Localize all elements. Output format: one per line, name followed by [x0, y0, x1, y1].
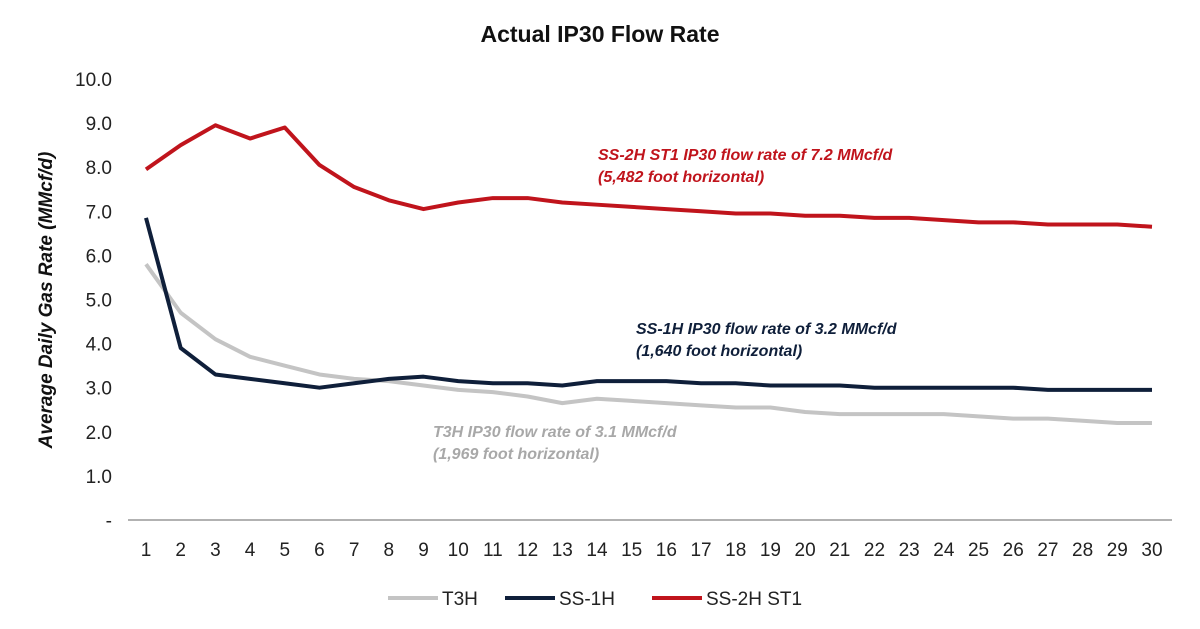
x-tick-label: 4	[245, 540, 256, 561]
x-tick-label: 26	[1003, 540, 1024, 561]
y-tick-label: 5.0	[86, 291, 112, 312]
y-tick-label: 6.0	[86, 246, 112, 267]
x-tick-label: 2	[175, 540, 186, 561]
x-tick-label: 16	[656, 540, 677, 561]
annotation-text: SS-1H IP30 flow rate of 3.2 MMcf/d	[636, 321, 898, 338]
x-tick-label: 30	[1141, 540, 1162, 561]
chart-title: Actual IP30 Flow Rate	[480, 21, 719, 47]
x-tick-label: 17	[690, 540, 711, 561]
y-tick-label: 4.0	[86, 335, 112, 356]
annotation-text: SS-2H ST1 IP30 flow rate of 7.2 MMcf/d	[598, 147, 894, 164]
annotation-text: (5,482 foot horizontal)	[598, 169, 764, 186]
x-tick-label: 20	[795, 540, 816, 561]
x-tick-label: 13	[552, 540, 573, 561]
legend-label: SS-1H	[559, 589, 615, 610]
x-tick-label: 29	[1107, 540, 1128, 561]
x-tick-label: 18	[725, 540, 746, 561]
x-tick-label: 22	[864, 540, 885, 561]
x-tick-label: 27	[1037, 540, 1058, 561]
x-tick-label: 10	[448, 540, 469, 561]
x-tick-label: 8	[384, 540, 395, 561]
x-tick-label: 25	[968, 540, 989, 561]
x-tick-label: 7	[349, 540, 360, 561]
y-tick-label: 7.0	[86, 202, 112, 223]
legend-label: T3H	[442, 589, 478, 610]
annotation-text: (1,640 foot horizontal)	[636, 343, 802, 360]
series-line-ss-1h	[144, 217, 1152, 392]
y-tick-label: 3.0	[86, 379, 112, 400]
x-tick-label: 23	[899, 540, 920, 561]
y-axis-label: Average Daily Gas Rate (MMcf/d)	[36, 152, 57, 450]
x-tick-label: 1	[141, 540, 152, 561]
x-tick-label: 21	[829, 540, 850, 561]
x-tick-label: 6	[314, 540, 325, 561]
y-tick-label: -	[106, 511, 112, 532]
x-tick-label: 28	[1072, 540, 1093, 561]
x-tick-label: 14	[586, 540, 608, 561]
x-tick-label: 19	[760, 540, 781, 561]
annotation-text: T3H IP30 flow rate of 3.1 MMcf/d	[433, 424, 678, 441]
x-tick-label: 12	[517, 540, 538, 561]
series-line-t3h	[144, 263, 1152, 425]
y-tick-label: 8.0	[86, 158, 112, 179]
x-tick-label: 5	[279, 540, 290, 561]
y-tick-label: 10.0	[75, 70, 112, 91]
x-tick-label: 3	[210, 540, 221, 561]
x-tick-label: 24	[933, 540, 955, 561]
x-tick-label: 9	[418, 540, 429, 561]
y-tick-label: 2.0	[86, 423, 112, 444]
annotation-text: (1,969 foot horizontal)	[433, 446, 599, 463]
series-line-ss-2h-st1	[144, 123, 1153, 229]
x-tick-label: 15	[621, 540, 642, 561]
legend-label: SS-2H ST1	[706, 589, 802, 610]
y-tick-label: 9.0	[86, 114, 112, 135]
x-tick-label: 11	[483, 540, 503, 561]
y-tick-label: 1.0	[86, 467, 112, 488]
